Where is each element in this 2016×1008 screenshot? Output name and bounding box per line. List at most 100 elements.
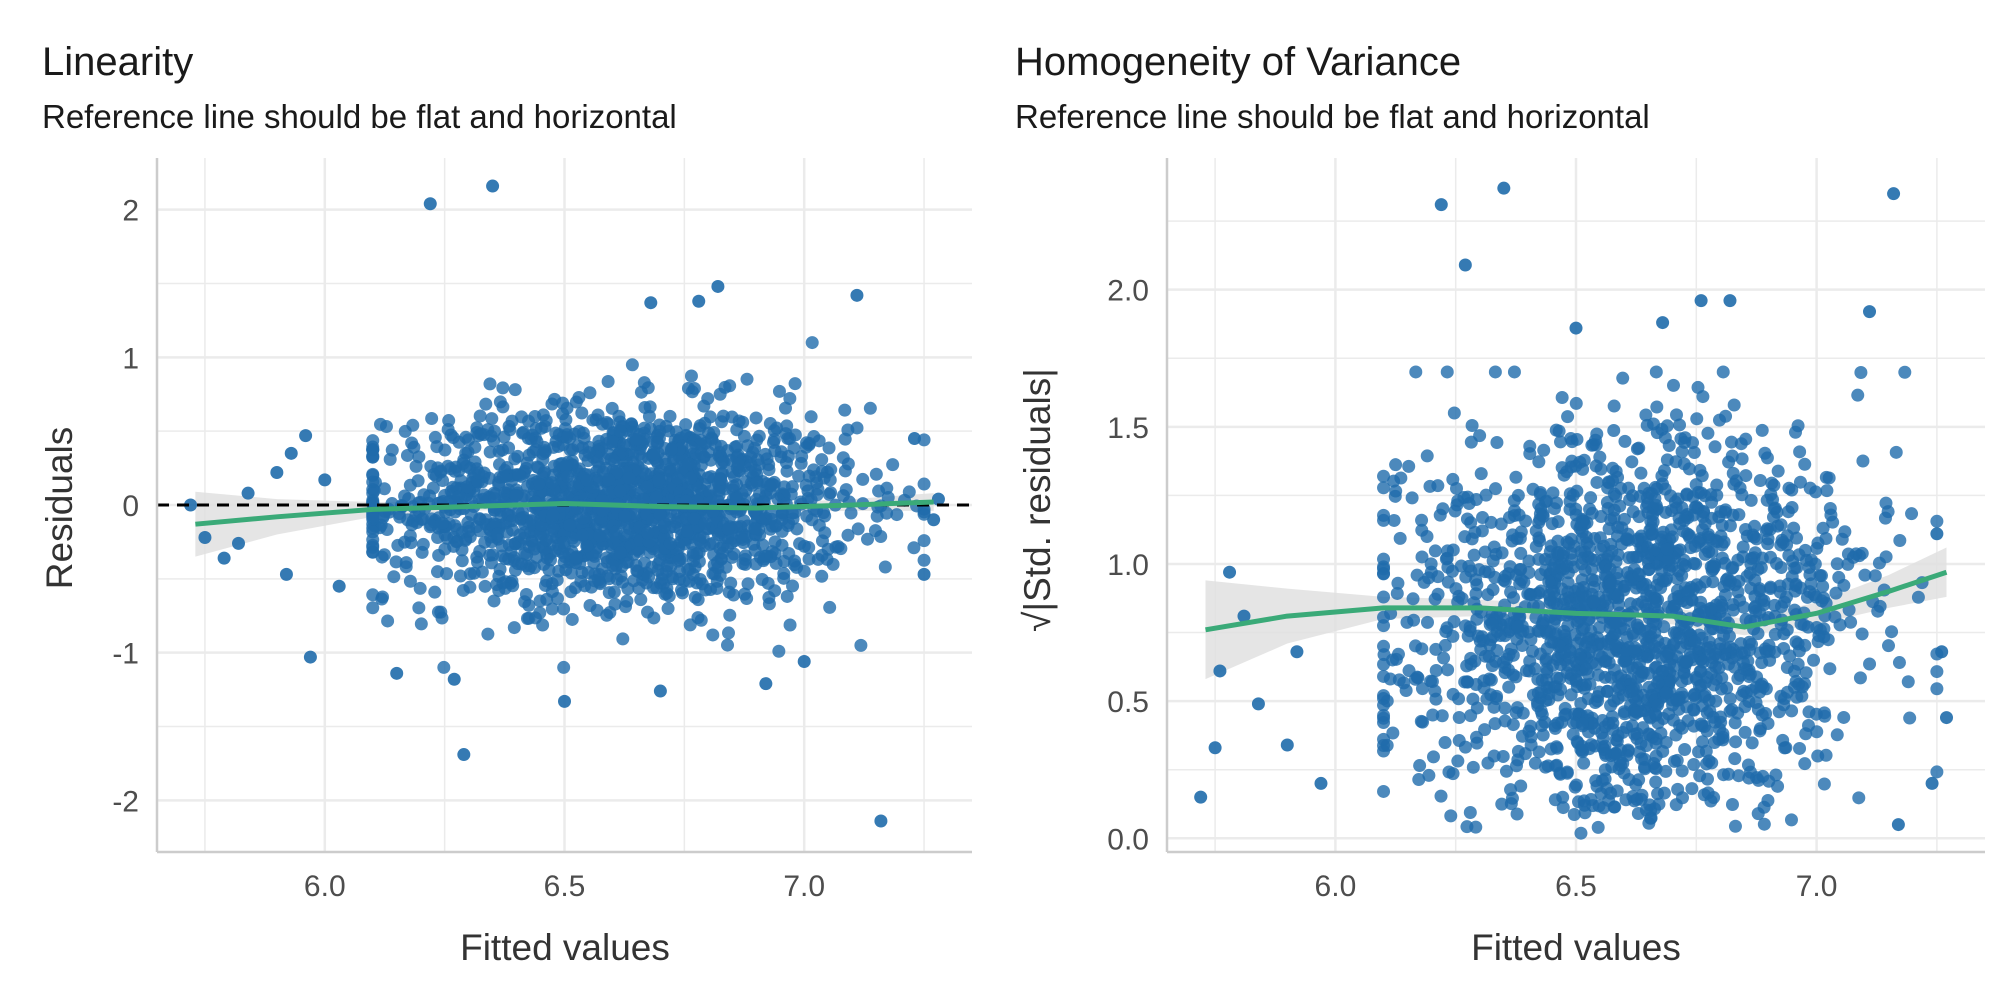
data-point — [530, 460, 544, 474]
data-point — [270, 466, 284, 480]
data-point — [1771, 464, 1785, 478]
data-point — [1504, 642, 1518, 656]
data-point — [1698, 517, 1712, 531]
data-point — [1569, 396, 1583, 410]
data-point — [1878, 511, 1892, 525]
data-point — [1725, 797, 1739, 811]
data-point — [1377, 691, 1391, 705]
data-point — [409, 459, 423, 473]
data-point — [1718, 641, 1732, 655]
data-point — [1609, 616, 1623, 630]
data-point — [1439, 552, 1453, 566]
data-point — [1851, 388, 1865, 402]
data-point — [761, 576, 775, 590]
data-point — [1584, 491, 1598, 505]
homogeneity-x-axis-title: Fitted values — [1471, 927, 1681, 968]
data-point — [1669, 455, 1683, 469]
data-point — [1704, 666, 1718, 680]
data-point — [1780, 538, 1794, 552]
data-point — [1548, 721, 1562, 735]
data-point — [366, 510, 380, 524]
data-point — [817, 471, 831, 485]
data-point — [1753, 606, 1767, 620]
data-point — [1437, 651, 1451, 665]
data-point — [548, 392, 562, 406]
data-point — [1458, 530, 1472, 544]
data-point — [1509, 568, 1523, 582]
data-point — [1662, 438, 1676, 452]
data-point — [1620, 532, 1634, 546]
data-point — [1223, 565, 1237, 579]
data-point — [1694, 294, 1708, 308]
data-point — [1734, 437, 1748, 451]
data-point — [557, 602, 571, 616]
data-point — [1388, 489, 1402, 503]
data-point — [380, 523, 394, 537]
data-point — [1733, 668, 1747, 682]
data-point — [748, 441, 762, 455]
data-point — [1400, 615, 1414, 629]
data-point — [826, 557, 840, 571]
data-point — [1725, 703, 1739, 717]
data-point — [1817, 630, 1831, 644]
data-point — [1469, 820, 1483, 834]
data-point — [1704, 622, 1718, 636]
data-point — [775, 507, 789, 521]
data-point — [880, 481, 894, 495]
data-point — [703, 485, 717, 499]
data-point — [1798, 543, 1812, 557]
data-point — [772, 384, 786, 398]
data-point — [1787, 664, 1801, 678]
data-point — [1571, 582, 1585, 596]
data-point — [1661, 552, 1675, 566]
data-point — [412, 601, 426, 615]
data-point — [1591, 668, 1605, 682]
data-point — [1537, 443, 1551, 457]
data-point — [527, 538, 541, 552]
data-point — [1490, 435, 1504, 449]
data-point — [1611, 589, 1625, 603]
data-point — [1280, 738, 1294, 752]
data-point — [1573, 455, 1587, 469]
data-point — [1566, 727, 1580, 741]
data-point — [1497, 181, 1511, 195]
data-point — [1618, 579, 1632, 593]
data-point — [1893, 534, 1907, 548]
data-point — [824, 486, 838, 500]
data-point — [1648, 639, 1662, 653]
data-point — [457, 748, 471, 762]
data-point — [1426, 750, 1440, 764]
data-point — [1524, 730, 1538, 744]
data-point — [1651, 676, 1665, 690]
data-point — [1450, 481, 1464, 495]
data-point — [1685, 782, 1699, 796]
data-point — [423, 489, 437, 503]
data-point — [1787, 521, 1801, 535]
data-point — [455, 554, 469, 568]
data-point — [1406, 592, 1420, 606]
data-point — [472, 466, 486, 480]
data-point — [780, 419, 794, 433]
data-point — [1704, 488, 1718, 502]
data-point — [838, 403, 852, 417]
data-point — [1696, 390, 1710, 404]
data-point — [1467, 548, 1481, 562]
data-point — [818, 526, 832, 540]
data-point — [1639, 739, 1653, 753]
data-point — [1725, 435, 1739, 449]
data-point — [1704, 794, 1718, 808]
data-point — [565, 612, 579, 626]
data-point — [1444, 809, 1458, 823]
data-point — [1534, 685, 1548, 699]
data-point — [532, 477, 546, 491]
x-tick-label: 7.0 — [783, 870, 825, 903]
data-point — [613, 546, 627, 560]
data-point — [284, 446, 298, 460]
data-point — [1575, 532, 1589, 546]
data-point — [1424, 565, 1438, 579]
data-point — [1386, 726, 1400, 740]
data-point — [729, 489, 743, 503]
data-point — [1728, 716, 1742, 730]
data-point — [1470, 736, 1484, 750]
data-point — [1469, 587, 1483, 601]
